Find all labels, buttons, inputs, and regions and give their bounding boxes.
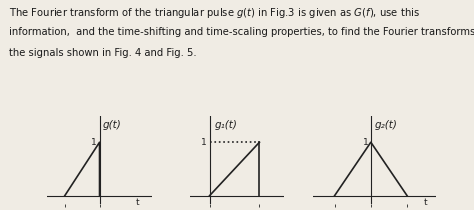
- Text: information,  and the time-shifting and time-scaling properties, to find the Fou: information, and the time-shifting and t…: [9, 27, 474, 37]
- Text: The Fourier transform of the triangular pulse $g(t)$ in Fig.3 is given as $G(f)$: The Fourier transform of the triangular …: [9, 6, 420, 20]
- Text: g(t): g(t): [103, 120, 122, 130]
- Text: t: t: [423, 198, 427, 207]
- Text: t: t: [136, 198, 139, 207]
- Text: g₂(t): g₂(t): [374, 120, 397, 130]
- Text: 1: 1: [91, 138, 97, 147]
- Text: the signals shown in Fig. 4 and Fig. 5.: the signals shown in Fig. 4 and Fig. 5.: [9, 48, 197, 58]
- Text: g₁(t): g₁(t): [215, 120, 237, 130]
- Text: 1: 1: [201, 138, 207, 147]
- Text: 1: 1: [363, 138, 368, 147]
